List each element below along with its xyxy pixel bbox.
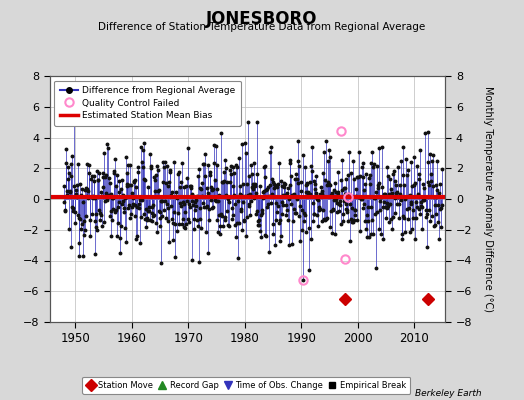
Text: Difference of Station Temperature Data from Regional Average: Difference of Station Temperature Data f…: [99, 22, 425, 32]
Legend: Station Move, Record Gap, Time of Obs. Change, Empirical Break: Station Move, Record Gap, Time of Obs. C…: [82, 376, 410, 394]
Text: JONESBORO: JONESBORO: [206, 10, 318, 28]
Legend: Difference from Regional Average, Quality Control Failed, Estimated Station Mean: Difference from Regional Average, Qualit…: [54, 80, 241, 126]
Text: Berkeley Earth: Berkeley Earth: [416, 389, 482, 398]
Y-axis label: Monthly Temperature Anomaly Difference (°C): Monthly Temperature Anomaly Difference (…: [484, 86, 494, 312]
